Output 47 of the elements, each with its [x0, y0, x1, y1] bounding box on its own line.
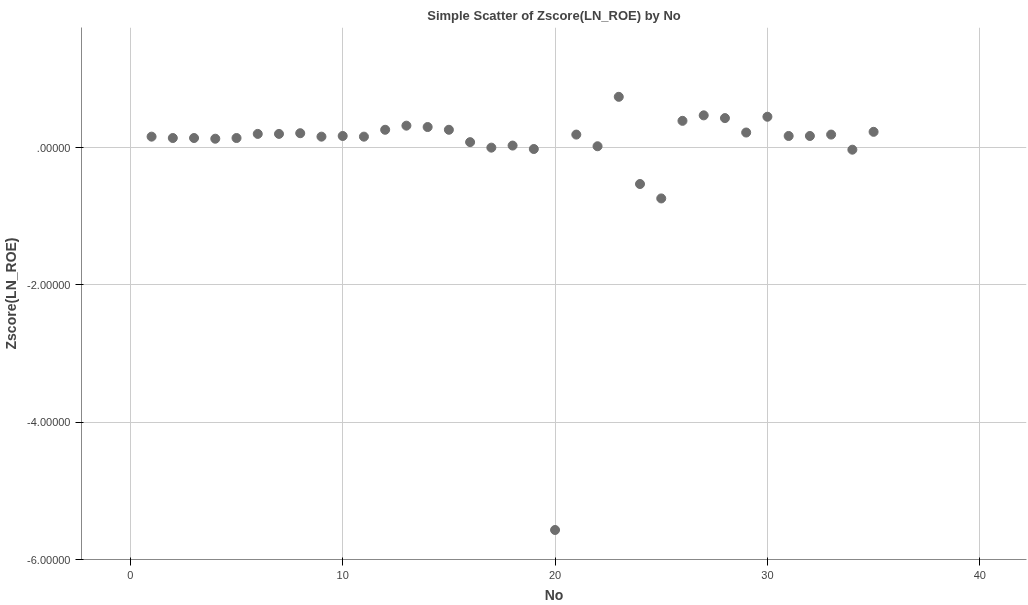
y-tick-label: -4.00000	[27, 416, 71, 429]
point	[571, 129, 582, 140]
point	[783, 130, 794, 141]
point	[316, 131, 327, 142]
point	[826, 129, 837, 140]
point	[252, 128, 263, 139]
point	[146, 131, 157, 142]
point	[358, 131, 369, 142]
x-tick-label: 20	[548, 568, 562, 581]
point	[273, 128, 284, 139]
point	[486, 142, 497, 153]
x-tick-label: 0	[127, 568, 134, 581]
point	[635, 179, 646, 189]
x-tick-label: 40	[973, 568, 986, 581]
point	[167, 133, 178, 144]
point	[741, 127, 752, 138]
point	[422, 122, 433, 133]
point	[189, 133, 200, 144]
x-axis-title: No	[544, 586, 564, 603]
point	[847, 144, 858, 155]
point	[401, 120, 412, 131]
point	[698, 110, 709, 121]
y-axis-title: Zscore(LN_ROE)	[3, 237, 20, 350]
point	[613, 91, 624, 102]
point	[762, 111, 773, 122]
point	[677, 115, 688, 126]
point	[337, 130, 348, 141]
x-tick-label: 10	[336, 568, 349, 581]
point	[443, 124, 454, 135]
point	[656, 193, 667, 204]
point	[592, 141, 603, 152]
point	[804, 130, 815, 141]
point	[868, 126, 879, 137]
point	[231, 133, 242, 144]
y-tick-label: -6.00000	[27, 553, 71, 566]
point	[465, 137, 476, 148]
point	[550, 524, 561, 535]
point	[507, 140, 518, 151]
point	[719, 113, 730, 124]
point	[295, 128, 306, 139]
point	[380, 124, 391, 135]
y-tick-label: -2.00000	[27, 278, 71, 291]
point	[210, 133, 221, 144]
point	[528, 144, 539, 154]
x-tick-label: 30	[761, 568, 774, 581]
y-tick-label: .00000	[36, 141, 71, 154]
chart-title: Simple Scatter of Zscore(LN_ROE) by No	[427, 7, 681, 23]
